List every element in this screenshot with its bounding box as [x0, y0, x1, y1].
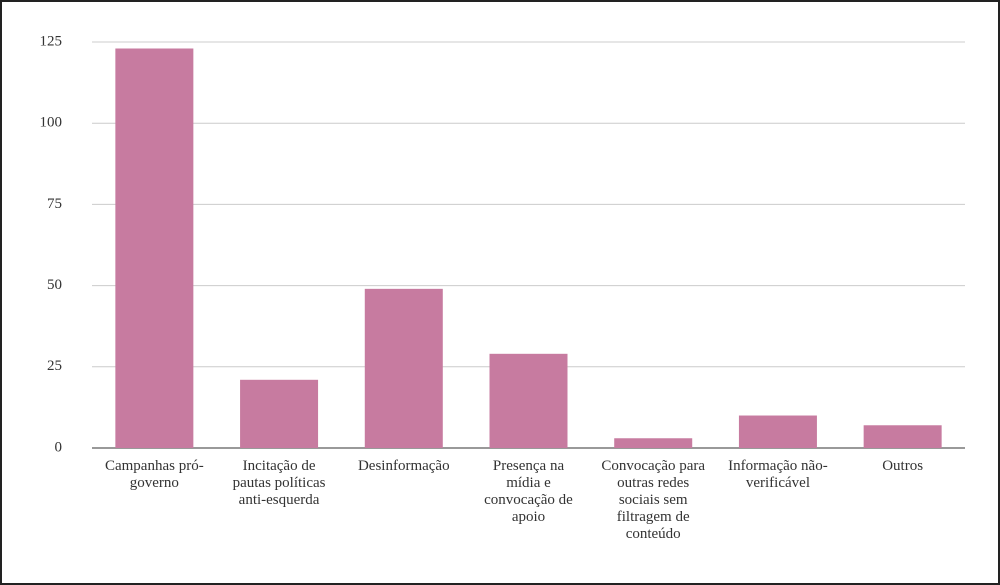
x-tick-label: Desinformação: [357, 458, 450, 474]
y-tick-label: 50: [47, 277, 62, 293]
x-tick-label-box: Informação não-verificável: [728, 458, 828, 491]
bar: [863, 425, 942, 448]
bar: [738, 415, 817, 448]
x-tick-label: Presença na mídia e convocação de apoio: [484, 458, 573, 525]
y-tick-label: 75: [47, 196, 62, 212]
x-tick-label-box: Desinformação: [357, 458, 450, 474]
y-tick-label: 25: [47, 358, 62, 374]
x-tick-label: Informação não-verificável: [728, 458, 828, 491]
x-tick-label: Incitação de pautas políticas anti-esque…: [232, 458, 326, 508]
x-tick-label-box: Outros: [882, 458, 924, 474]
x-tick-label-box: Campanhas pró-governo: [104, 458, 204, 491]
x-tick-label-box: Convocação para outras redes sociais sem…: [601, 458, 706, 542]
x-tick-label: Outros: [882, 458, 924, 474]
x-tick-label: Campanhas pró-governo: [104, 458, 204, 491]
x-tick-label-box: Presença na mídia e convocação de apoio: [484, 458, 573, 525]
y-tick-label: 0: [55, 439, 63, 455]
x-tick-label-box: Incitação de pautas políticas anti-esque…: [232, 458, 326, 508]
x-tick-label: Convocação para outras redes sociais sem…: [601, 458, 706, 542]
bar: [489, 353, 568, 448]
bar: [240, 379, 319, 448]
bar: [115, 48, 194, 448]
y-tick-label: 125: [40, 33, 63, 49]
y-tick-label: 100: [40, 115, 63, 131]
bar: [364, 288, 443, 448]
bar: [614, 438, 693, 448]
